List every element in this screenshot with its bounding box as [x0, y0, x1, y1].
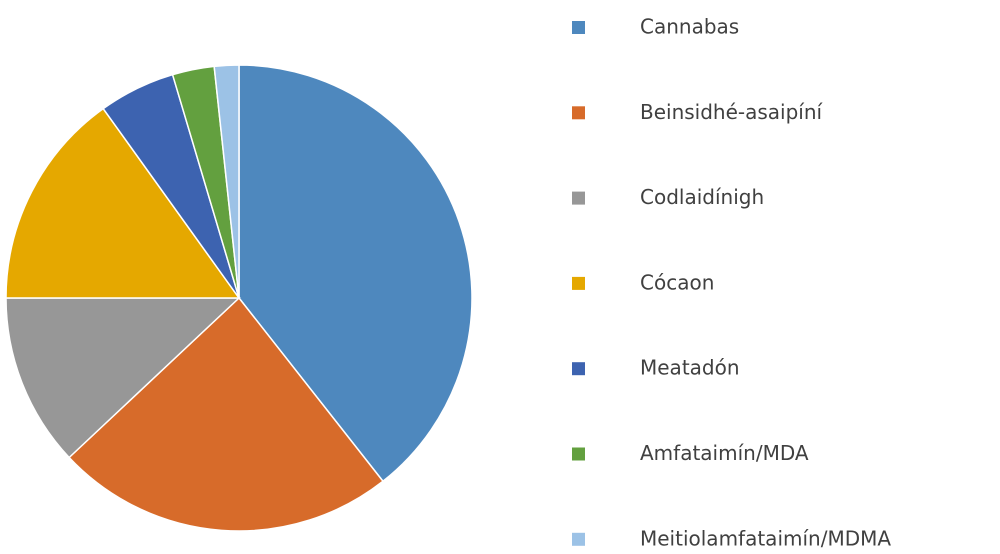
legend-swatch: [572, 21, 585, 34]
legend-swatch: [572, 447, 585, 461]
pie-slice: [213, 64, 240, 299]
legend-label: Cócaon: [640, 270, 714, 294]
legend-swatch: [572, 532, 585, 546]
legend-label: Meitiolamfataimín/MDMA: [640, 526, 891, 550]
pie-slice: [5, 297, 241, 459]
legend-label: Amfataimín/MDA: [640, 441, 809, 465]
legend-label: Cannabas: [640, 15, 739, 39]
pie-slice: [5, 107, 241, 299]
legend-swatch: [572, 191, 585, 205]
pie-slice: [68, 296, 385, 532]
legend-label: Codlaidínigh: [640, 185, 764, 209]
pie-slice: [238, 64, 473, 483]
legend-label: Beinsidhé-asaipíní: [640, 100, 824, 124]
legend-swatch: [572, 362, 585, 376]
legend-swatch: [572, 276, 585, 290]
legend-label: Meatadón: [640, 356, 740, 380]
legend-swatch: [572, 106, 585, 120]
